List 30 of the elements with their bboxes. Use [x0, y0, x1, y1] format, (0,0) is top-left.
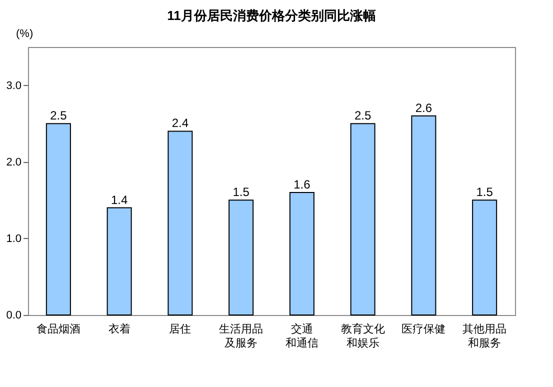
bar: [350, 123, 376, 316]
data-label: 2.5: [50, 108, 68, 123]
data-label: 2.4: [172, 116, 189, 130]
bar: [228, 200, 254, 316]
x-tick-label: 生活用品及服务: [219, 322, 264, 350]
data-label: 1.4: [110, 192, 128, 207]
bar: [289, 192, 314, 316]
x-tick-label: 衣着: [108, 322, 130, 336]
y-tick-label: 3.0: [6, 80, 22, 92]
x-tick-label: 交通和通信: [285, 322, 318, 350]
data-label: 1.5: [232, 185, 250, 200]
x-tick-label: 教育文化和娱乐: [340, 322, 385, 350]
y-tick-label: 0.0: [6, 310, 22, 322]
data-label: 1.6: [294, 177, 311, 192]
bar: [106, 207, 132, 316]
data-label: 2.5: [354, 108, 372, 123]
x-tick-label: 食品烟酒: [36, 322, 80, 336]
x-tick-label: 居住: [169, 324, 192, 336]
bar: [411, 115, 436, 316]
y-tick-label: 2.0: [6, 156, 22, 168]
x-tick-label: 其他用品和服务: [462, 322, 507, 350]
bar: [472, 200, 498, 316]
bar: [168, 130, 193, 316]
y-axis-title: (%): [16, 28, 34, 40]
x-tick-label: 医疗保健: [402, 322, 446, 336]
chart-title: 11月份居民消费价格分类别同比涨幅: [167, 8, 376, 23]
data-label: 1.5: [476, 185, 494, 200]
bar: [46, 123, 71, 316]
data-label: 2.6: [415, 100, 432, 115]
y-tick-label: 1.0: [6, 232, 22, 245]
